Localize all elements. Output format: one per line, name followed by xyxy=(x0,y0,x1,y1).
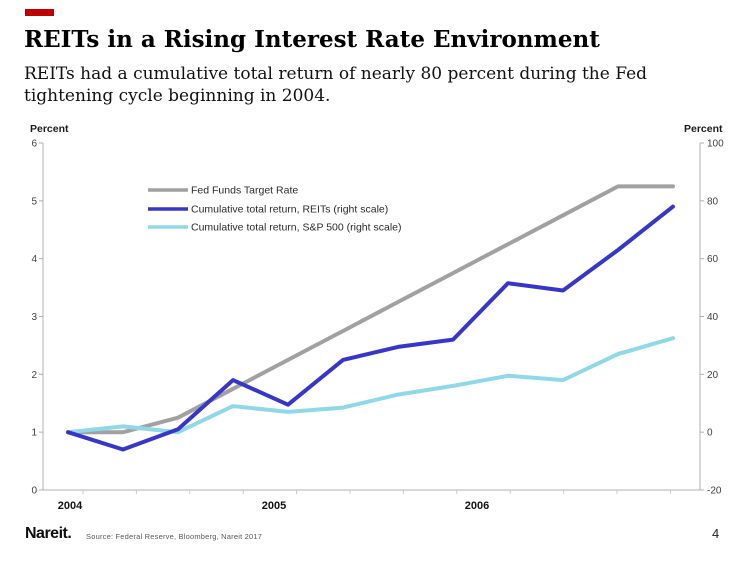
source-note: Source: Federal Reserve, Bloomberg, Nare… xyxy=(86,532,263,541)
x-axis-year-label: 2004 xyxy=(58,500,83,512)
left-axis-tick-label: 1 xyxy=(31,428,37,439)
legend-label: Fed Funds Target Rate xyxy=(191,185,298,197)
right-axis-tick-label: 60 xyxy=(707,254,719,265)
left-axis-tick-label: 0 xyxy=(31,486,37,497)
left-axis-tick-label: 2 xyxy=(31,370,37,381)
left-axis-caption: Percent xyxy=(30,123,69,135)
brand-accent-bar xyxy=(25,9,54,16)
left-axis-tick-label: 6 xyxy=(31,139,37,150)
right-axis-tick-label: -20 xyxy=(707,486,722,497)
series-line-fed-funds xyxy=(66,184,675,435)
right-axis-tick-label: 100 xyxy=(707,139,724,150)
right-axis-caption: Percent xyxy=(684,123,723,135)
legend-label: Cumulative total return, S&P 500 (right … xyxy=(191,222,402,234)
right-axis-tick-label: 20 xyxy=(707,370,719,381)
legend-label: Cumulative total return, REITs (right sc… xyxy=(191,204,388,216)
right-axis-tick-label: 0 xyxy=(707,428,713,439)
series-line-reits xyxy=(66,204,675,452)
x-axis-year-label: 2005 xyxy=(262,500,286,512)
x-axis-year-label: 2006 xyxy=(465,500,489,512)
slide-title: REITs in a Rising Interest Rate Environm… xyxy=(24,26,600,53)
left-axis-tick-label: 4 xyxy=(31,254,37,265)
left-axis-tick-label: 3 xyxy=(31,312,37,323)
right-axis-tick-label: 80 xyxy=(707,196,719,207)
right-axis-tick-label: 40 xyxy=(707,312,719,323)
slide-subtitle: REITs had a cumulative total return of n… xyxy=(24,64,648,107)
nareit-logo: Nareit. xyxy=(25,525,72,542)
page-number: 4 xyxy=(712,526,720,541)
left-axis-tick-label: 5 xyxy=(31,196,37,207)
